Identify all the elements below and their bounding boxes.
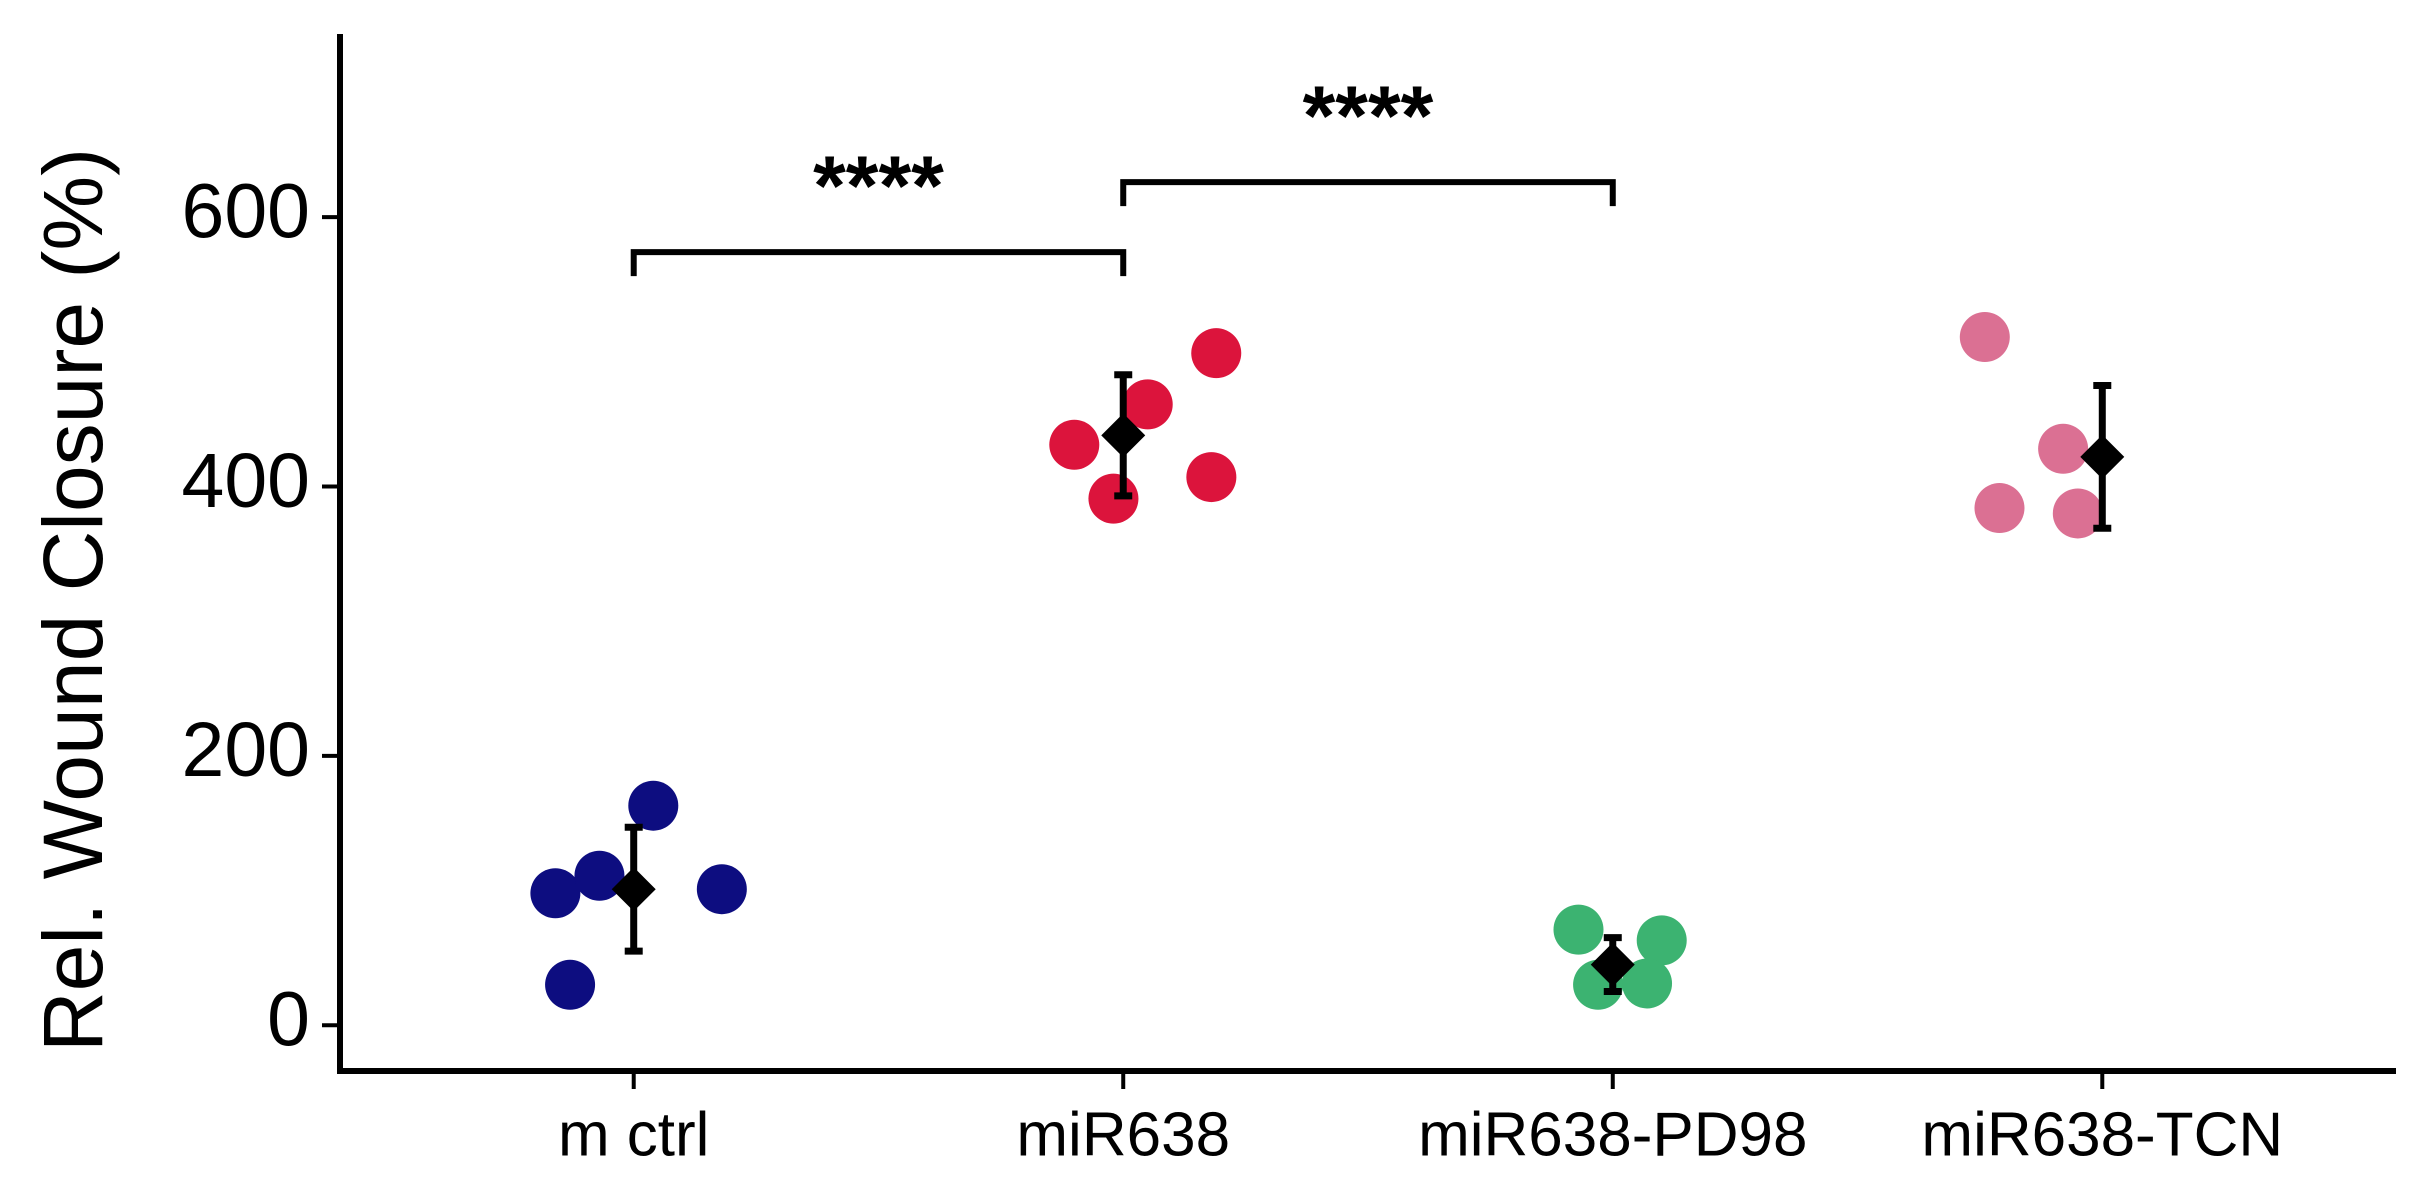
data-point bbox=[1049, 419, 1100, 470]
y-tick-label: 400 bbox=[182, 438, 310, 524]
y-axis-title: Rel. Wound Closure (%) bbox=[26, 148, 120, 1052]
mean-marker bbox=[2080, 434, 2125, 479]
significance-label: **** bbox=[1303, 68, 1434, 162]
x-tick-label: miR638 bbox=[1016, 1100, 1230, 1169]
data-point bbox=[574, 850, 625, 901]
data-point bbox=[1191, 328, 1242, 379]
data-point bbox=[1122, 379, 1173, 430]
significance-bracket bbox=[630, 249, 1127, 277]
data-point bbox=[1636, 915, 1687, 966]
data-point bbox=[1974, 483, 2025, 534]
x-tick-label: m ctrl bbox=[558, 1100, 710, 1169]
data-point bbox=[545, 959, 596, 1010]
data-point bbox=[530, 868, 581, 919]
y-tick-label: 200 bbox=[182, 707, 310, 793]
data-point bbox=[2038, 423, 2089, 474]
data-point bbox=[1186, 452, 1237, 503]
y-tick-label: 0 bbox=[267, 977, 310, 1063]
x-tick-label: miR638-PD98 bbox=[1418, 1100, 1807, 1169]
mean-marker bbox=[611, 867, 656, 912]
data-point bbox=[696, 864, 747, 915]
x-tick-label: miR638-TCN bbox=[1921, 1100, 2283, 1169]
mean-marker bbox=[1590, 942, 1635, 987]
data-point bbox=[1553, 904, 1604, 955]
data-point bbox=[1959, 312, 2010, 363]
data-point bbox=[1622, 958, 1673, 1009]
data-point bbox=[628, 780, 679, 831]
significance-bracket bbox=[1120, 179, 1616, 207]
y-tick-label: 600 bbox=[182, 169, 310, 255]
significance-label: **** bbox=[813, 138, 944, 232]
data-point bbox=[2052, 488, 2103, 539]
mean-marker bbox=[1101, 413, 1146, 458]
